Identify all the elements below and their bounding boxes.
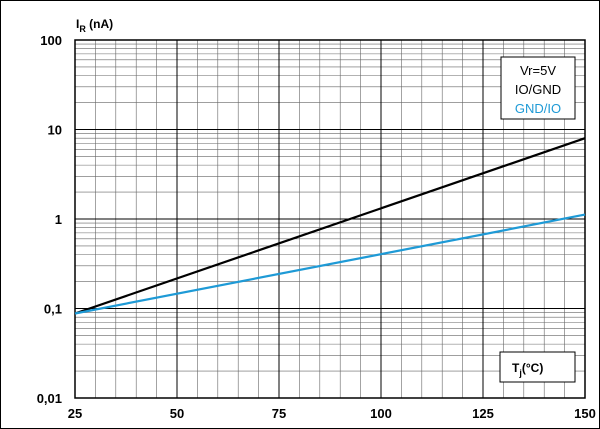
- series-line-io-gnd: [74, 137, 586, 315]
- y-tick-label: 0,01: [37, 391, 62, 406]
- series-line-gnd-io: [74, 213, 586, 315]
- plot-area: [74, 39, 586, 399]
- y-tick-label: 1: [55, 212, 62, 227]
- series-layer: [74, 137, 586, 315]
- x-tick-label: 75: [272, 406, 286, 421]
- y-tick-labels: 0,01 0,1 1 10 100: [37, 33, 62, 406]
- y-tick-label: 0,1: [44, 302, 62, 317]
- x-tick-label: 50: [170, 406, 184, 421]
- legend: Vr=5V IO/GND GND/IO: [500, 56, 576, 120]
- y-axis-label: IR (nA): [76, 17, 113, 34]
- x-axis-label: Tj(°C): [512, 361, 543, 378]
- legend-entry-io-gnd: IO/GND: [515, 82, 561, 97]
- legend-entry-gnd-io: GND/IO: [515, 101, 561, 116]
- x-tick-label: 100: [370, 406, 392, 421]
- x-tick-label: 25: [68, 406, 82, 421]
- y-tick-label: 10: [48, 123, 62, 138]
- y-tick-label: 100: [40, 33, 62, 48]
- x-axis-label-box: Tj(°C): [499, 351, 576, 383]
- legend-title: Vr=5V: [520, 63, 556, 78]
- x-tick-labels: 25 50 75 100 125 150: [68, 406, 596, 421]
- x-tick-label: 150: [574, 406, 596, 421]
- x-tick-label: 125: [472, 406, 494, 421]
